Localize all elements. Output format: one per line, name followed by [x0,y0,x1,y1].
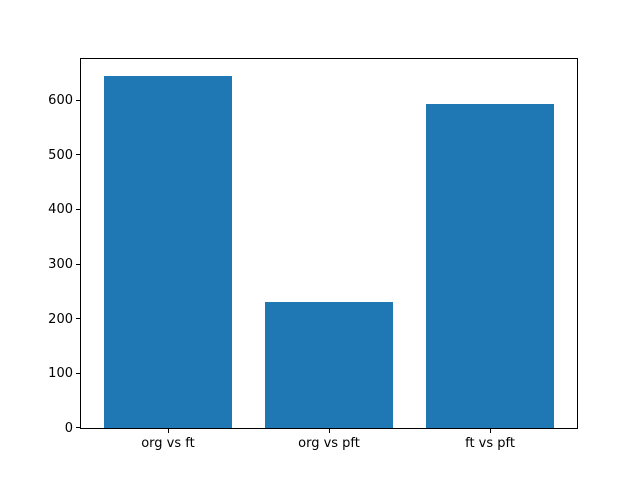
plot-area: 0 100 200 300 400 500 600 org vs ft org vs pft f… [48,58,578,450]
y-tick-mark [76,99,80,101]
bar-org-vs-pft [264,301,394,428]
x-tick-label: ft vs pft [465,436,515,451]
y-tick-label: 400 [48,202,73,218]
y-tick-label: 600 [48,93,73,109]
y-tick-label: 500 [48,147,73,163]
y-tick-mark [76,263,80,265]
y-tick-label: 300 [48,257,73,272]
y-tick-label: 100 [48,366,73,381]
y-tick-mark [76,372,80,374]
y-tick-label: 0 [64,420,73,436]
y-tick-mark [76,318,80,319]
y-tick-mark [76,208,80,210]
x-tick-label: org vs pft [298,436,360,451]
bar-ft-vs-pft [425,103,555,428]
x-tick-mark [329,429,330,433]
y-tick-mark [76,154,80,156]
x-tick-mark [490,429,492,433]
y-tick-mark [76,427,80,428]
y-tick-label: 200 [48,311,73,327]
x-tick-mark [167,429,169,433]
x-axis: org vs ft org vs pft ft vs pft [81,59,577,450]
bar-org-vs-ft [103,76,233,428]
bars-layer [81,59,577,428]
y-axis: 0 100 200 300 400 500 600 [48,59,577,435]
x-tick-label: org vs ft [141,436,195,451]
